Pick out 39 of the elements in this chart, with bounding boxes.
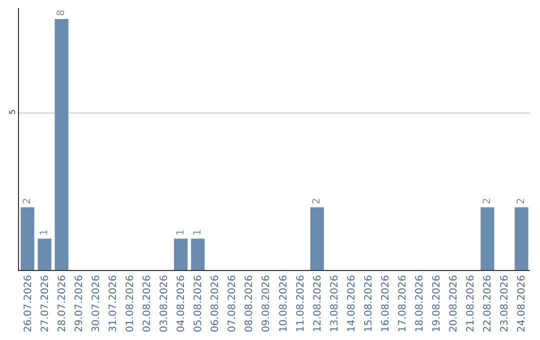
x-tick-label: 15.08.2026 (363, 275, 374, 332)
x-tick-label: 14.08.2026 (346, 275, 358, 332)
x-tick-label: 01.08.2026 (124, 275, 136, 332)
data-label: 2 (22, 198, 34, 204)
x-tick-label: 02.08.2026 (142, 275, 153, 332)
x-tick-label: 19.08.2026 (432, 275, 443, 332)
x-tick-label: 31.07.2026 (108, 275, 119, 332)
data-label: 1 (39, 229, 50, 236)
x-tick-label: 08.08.2026 (244, 275, 256, 332)
x-tick-label: 22.08.2026 (482, 275, 494, 332)
x-tick-label: 10.08.2026 (278, 275, 290, 332)
y-tick-label: 5 (8, 109, 17, 114)
x-tick-label: 21.08.2026 (466, 275, 477, 332)
x-tick-label: 24.08.2026 (516, 275, 528, 332)
data-label: 2 (516, 198, 527, 204)
x-tick-label: 28.07.2026 (56, 275, 68, 332)
data-label: 8 (56, 10, 68, 16)
x-tick-label: 17.08.2026 (398, 275, 408, 332)
x-tick-label: 20.08.2026 (448, 275, 460, 332)
x-tick-label: 16.08.2026 (380, 275, 392, 332)
x-tick-label: 11.08.2026 (295, 275, 306, 332)
x-tick-label: 26.07.2026 (22, 275, 34, 332)
x-tick-label: 13.08.2026 (329, 275, 340, 332)
data-label: 2 (312, 198, 323, 204)
x-tick-label: 06.08.2026 (210, 275, 222, 332)
x-tick-label: 27.07.2026 (40, 275, 51, 332)
data-label: 1 (192, 229, 204, 236)
data-label: 2 (482, 198, 493, 204)
x-tick-label: 18.08.2026 (414, 275, 426, 332)
x-tick-label: 30.07.2026 (90, 275, 102, 332)
x-tick-label: 09.08.2026 (261, 275, 272, 332)
x-tick-label: 29.07.2026 (74, 275, 85, 332)
x-tick-label: 23.08.2026 (500, 275, 511, 332)
x-tick-label: 04.08.2026 (176, 275, 188, 332)
x-tick-label: 12.08.2026 (312, 275, 324, 332)
x-tick-label: 07.08.2026 (227, 275, 238, 332)
x-tick-label: 05.08.2026 (193, 275, 204, 332)
data-label: 1 (175, 229, 186, 236)
x-tick-label: 03.08.2026 (159, 275, 170, 332)
